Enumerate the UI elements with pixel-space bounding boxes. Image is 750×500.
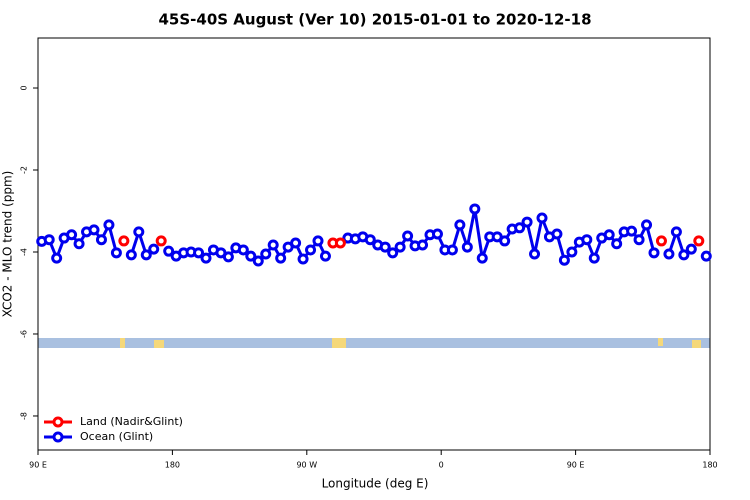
land-patch [332,338,346,348]
point [693,235,705,247]
point [193,247,205,259]
point [379,241,391,253]
point [514,222,526,234]
x-tick-label: 180 [702,461,717,470]
legend-label: Land (Nadir&Glint) [80,415,183,428]
x-tick-label: 90 E [29,461,47,470]
y-tick-label: -6 [20,330,29,338]
point [237,244,249,256]
point [670,226,682,238]
point [275,252,287,264]
point [312,235,324,247]
point [66,229,78,241]
point [267,239,279,251]
point [566,246,578,258]
point [51,252,63,264]
point [521,216,533,228]
point [140,249,152,261]
point [558,254,570,266]
point [529,248,541,260]
x-tick-label: 0 [439,461,444,470]
point [536,212,548,224]
point [446,244,458,256]
point [245,250,257,262]
point [297,253,309,265]
point [454,219,466,231]
point [88,224,100,236]
surface-strip [38,338,710,348]
point [633,234,645,246]
x-tick-label: 180 [165,461,180,470]
point [431,228,443,240]
point [648,247,660,259]
point [641,219,653,231]
point [417,239,429,251]
point [334,237,346,249]
point [148,243,160,255]
ocean-strip [38,338,710,348]
point [476,252,488,264]
point [581,234,593,246]
point [319,250,331,262]
point [252,255,264,267]
point [222,251,234,263]
point [387,247,399,259]
point [200,252,212,264]
point [394,241,406,253]
point [499,235,511,247]
point [655,235,667,247]
point [469,203,481,215]
y-axis-label: XCO2 - MLO trend (ppm) [1,171,15,318]
point [402,230,414,242]
legend-label: Ocean (Glint) [80,430,153,443]
y-tick-label: 0 [20,85,29,90]
land-patch [120,338,125,348]
x-axis-label: Longitude (deg E) [322,477,429,491]
point [305,244,317,256]
x-tick-label: 90 E [567,461,585,470]
legend-marker [52,416,64,428]
land-patch [658,338,663,346]
x-tick-label: 90 W [296,461,317,470]
point [685,243,697,255]
point [611,238,623,250]
point [551,228,563,240]
point [125,249,137,261]
point [626,225,638,237]
point [110,247,122,259]
point [603,229,615,241]
point [133,226,145,238]
point [588,252,600,264]
point [118,235,130,247]
point [260,248,272,260]
y-tick-label: -2 [20,166,29,174]
point [73,238,85,250]
point [700,250,712,262]
land-patch [154,340,164,348]
point [103,219,115,231]
point [290,237,302,249]
point [678,249,690,261]
y-tick-label: -8 [20,412,29,420]
point [95,234,107,246]
point [43,234,55,246]
point [663,248,675,260]
point [163,245,175,257]
legend-marker [52,431,64,443]
point [461,241,473,253]
chart-title: 45S-40S August (Ver 10) 2015-01-01 to 20… [158,11,591,29]
y-tick-label: -4 [20,248,29,256]
land-patch [692,340,701,348]
point [155,235,167,247]
point [364,234,376,246]
